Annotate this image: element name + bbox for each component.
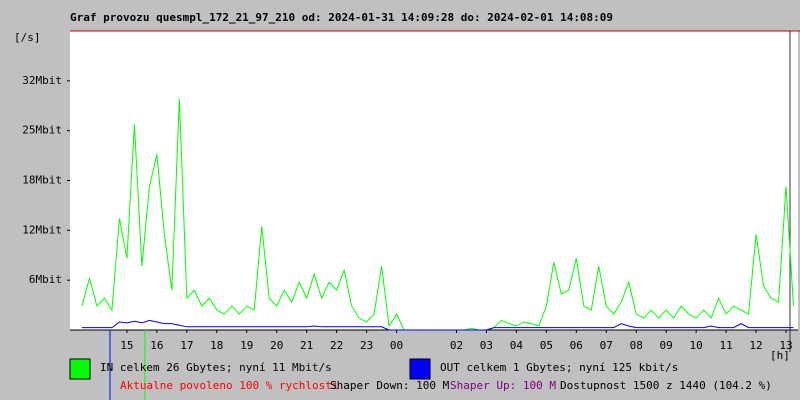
x-tick-label: 22 <box>330 339 343 352</box>
legend-label: OUT celkem 1 Gbytes; nyní 125 kbit/s <box>440 361 678 374</box>
x-tick-label: 19 <box>240 339 253 352</box>
x-tick-label: 13 <box>779 339 792 352</box>
series-line <box>81 319 794 331</box>
x-tick-label: 09 <box>660 339 673 352</box>
x-tick-label: 11 <box>719 339 732 352</box>
chart-title: Graf provozu quesmpl_172_21_97_210 od: 2… <box>70 11 613 24</box>
x-tick-label: 08 <box>630 339 643 352</box>
x-tick-label: 21 <box>300 339 313 352</box>
x-tick-label: 18 <box>210 339 223 352</box>
footer-note: Shaper Down: 100 M <box>330 379 450 392</box>
x-tick-label: 12 <box>749 339 762 352</box>
x-tick-label: 02 <box>450 339 463 352</box>
footer-note: Shaper Up: 100 M <box>450 379 556 392</box>
x-unit: [h] <box>770 349 790 362</box>
x-tick-label: 23 <box>360 339 373 352</box>
legend-swatch <box>409 358 431 380</box>
x-tick-label: 07 <box>600 339 613 352</box>
y-unit: [/s] <box>14 31 41 44</box>
x-tick-label: 17 <box>180 339 193 352</box>
plot-area <box>70 31 798 330</box>
y-tick-label: 12Mbit <box>22 223 62 236</box>
x-tick-label: 00 <box>390 339 403 352</box>
footer-note: Aktualne povoleno 100 % rychlosti <box>120 379 339 392</box>
y-tick-label: 25Mbit <box>22 124 62 137</box>
x-tick-label: 06 <box>570 339 583 352</box>
x-tick-label: 20 <box>270 339 283 352</box>
legend-swatch <box>69 358 91 380</box>
y-tick-label: 6Mbit <box>29 273 62 286</box>
x-tick-label: 05 <box>540 339 553 352</box>
footer-note: Dostupnost 1500 z 1440 (104.2 %) <box>560 379 772 392</box>
x-tick-label: 16 <box>150 339 163 352</box>
x-tick-label: 03 <box>480 339 493 352</box>
x-tick-label: 10 <box>690 339 703 352</box>
x-tick-label: 15 <box>120 339 133 352</box>
y-tick-label: 18Mbit <box>22 174 62 187</box>
y-tick-label: 32Mbit <box>22 74 62 87</box>
x-tick-label: 04 <box>510 339 524 352</box>
legend-label: IN celkem 26 Gbytes; nyní 11 Mbit/s <box>100 361 332 374</box>
